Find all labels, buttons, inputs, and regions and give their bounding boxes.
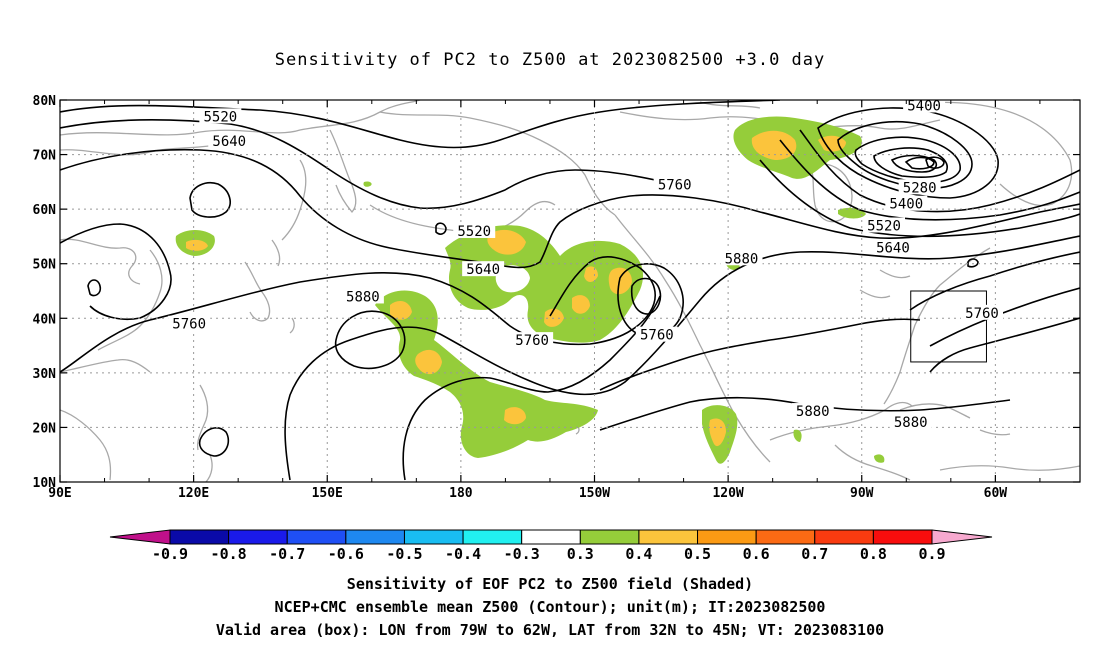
- colorbar-swatch: [814, 529, 874, 545]
- lon-tick-label: 150E: [312, 486, 343, 501]
- colorbar-label: 0.9: [918, 545, 945, 563]
- colorbar-label: -0.8: [211, 545, 247, 563]
- contour-label: 5520: [203, 109, 237, 125]
- lat-tick-label: 20N: [33, 421, 57, 436]
- contour-label-bg: [903, 100, 946, 113]
- colorbar-swatch: [286, 529, 347, 545]
- lat-tick-label: 40N: [33, 312, 57, 327]
- colorbar-label: -0.3: [504, 545, 540, 563]
- contour-label-bg: [653, 176, 696, 192]
- colorbar-label: 0.8: [860, 545, 887, 563]
- colorbar-label: 0.3: [567, 545, 594, 563]
- contour-label-bg: [889, 413, 932, 429]
- lon-tick-label: 180: [449, 486, 473, 501]
- lon-tick-label: 120E: [178, 486, 209, 501]
- lon-tick-label: 120W: [712, 486, 743, 501]
- colorbar-label: -0.7: [269, 545, 305, 563]
- contour-label: 5880: [894, 415, 928, 431]
- contour-label-bg: [511, 332, 554, 348]
- colorbar: -0.9 -0.8 -0.7 -0.6 -0.5 -0.4 -0.3 0.3 0.4 0.5 0.6…: [109, 529, 993, 563]
- sensitivity-shading: [175, 116, 885, 464]
- colorbar-label: -0.4: [445, 545, 481, 563]
- colorbar-swatch: [638, 529, 699, 545]
- colorbar-label: -0.5: [386, 545, 422, 563]
- contour-label: 5400: [889, 197, 923, 213]
- contour-label: 5640: [876, 240, 910, 256]
- contour-label-bg: [720, 250, 763, 266]
- contour-label-bg: [885, 195, 928, 211]
- contour-label-bg: [871, 239, 914, 255]
- colorbar-swatch: [697, 529, 757, 545]
- contour-label: 5880: [346, 289, 380, 305]
- colorbar-right-arrow: [931, 529, 993, 545]
- contour-label-bg: [199, 108, 242, 124]
- colorbar-swatch: [521, 529, 581, 545]
- valid-area-box: [910, 290, 987, 363]
- colorbar-swatch: [755, 529, 816, 545]
- lon-tick-label: 90W: [850, 486, 874, 501]
- contour-label-bg: [898, 179, 941, 195]
- colorbar-label: 0.7: [801, 545, 828, 563]
- contour-label: 5760: [658, 178, 692, 194]
- contour-label-bg: [961, 304, 1004, 320]
- caption-shaded: Sensitivity of EOF PC2 to Z500 field (Sh…: [346, 575, 754, 593]
- colorbar-label: -0.9: [152, 545, 188, 563]
- colorbar-swatch: [403, 529, 464, 545]
- contour-label: 5520: [457, 224, 491, 240]
- caption-contour: NCEP+CMC ensemble mean Z500 (Contour); u…: [274, 598, 826, 616]
- contour-label: 5640: [466, 262, 500, 278]
- contour-label-bg: [341, 288, 384, 304]
- contour-label: 5520: [867, 219, 901, 235]
- colorbar-swatch: [169, 529, 230, 545]
- lat-tick-label: 70N: [33, 149, 57, 164]
- contour-label-bg: [168, 315, 211, 331]
- contour-label: 5400: [907, 98, 941, 114]
- colorbar-label: 0.6: [743, 545, 770, 563]
- colorbar-swatch: [462, 529, 523, 545]
- contour-label: 5760: [965, 306, 999, 322]
- colorbar-swatch: [872, 529, 933, 545]
- graticule: [60, 100, 1080, 482]
- contour-label-bg: [635, 326, 678, 342]
- colorbar-label: 0.4: [625, 545, 652, 563]
- contour-label: 5760: [640, 328, 674, 344]
- contour-label: 5640: [212, 134, 246, 150]
- lat-tick-label: 60N: [33, 203, 57, 218]
- colorbar-swatch: [345, 529, 405, 545]
- contour-label: 5880: [725, 251, 759, 267]
- contour-label: 5760: [515, 333, 549, 349]
- colorbar-swatch: [228, 529, 288, 545]
- contour-label-bg: [791, 403, 834, 419]
- colorbar-label: 0.5: [684, 545, 711, 563]
- contour-label-bg: [453, 222, 496, 238]
- contour-label: 5280: [903, 180, 937, 196]
- lon-tick-label: 90E: [48, 486, 71, 501]
- contour-label: 5760: [172, 317, 206, 333]
- colorbar-left-arrow: [109, 529, 171, 545]
- contour-label-bg: [208, 132, 251, 148]
- lat-tick-label: 10N: [33, 476, 57, 491]
- lat-tick-label: 80N: [33, 94, 57, 109]
- contour-label-bg: [462, 261, 505, 277]
- lat-tick-label: 50N: [33, 258, 57, 273]
- lat-tick-label: 30N: [33, 367, 57, 382]
- lon-tick-label: 150W: [579, 486, 610, 501]
- lon-tick-label: 60W: [984, 486, 1008, 501]
- contour-label-bg: [863, 217, 906, 233]
- caption-valid-area: Valid area (box): LON from 79W to 62W, L…: [215, 621, 885, 639]
- map-frame: [59, 99, 1081, 483]
- colorbar-label: -0.6: [328, 545, 364, 563]
- contour-label: 5880: [796, 404, 830, 420]
- map-title: Sensitivity of PC2 to Z500 at 2023082500…: [274, 50, 826, 70]
- contour-labels: 5520 5640 5760 5880 5520 5640 5760 5760 5760 5880…: [168, 98, 1004, 431]
- colorbar-swatch: [579, 529, 640, 545]
